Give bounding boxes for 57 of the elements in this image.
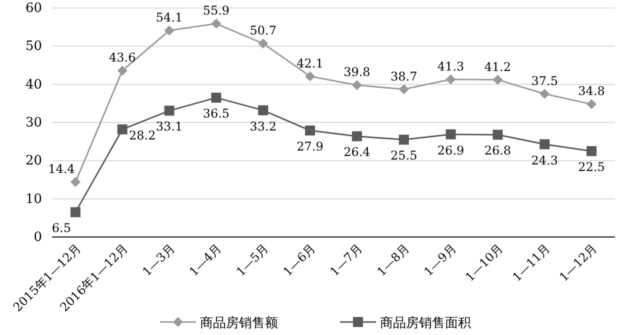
- point: [540, 139, 550, 150]
- data-label: 43.6: [109, 50, 136, 65]
- data-label: 50.7: [250, 23, 276, 38]
- point: [492, 130, 503, 140]
- data-label: 26.4: [344, 145, 371, 160]
- point: [117, 66, 128, 76]
- point: [352, 131, 362, 142]
- data-label: 54.1: [156, 10, 183, 25]
- data-label: 26.8: [484, 144, 512, 158]
- point: [258, 38, 268, 48]
- data-label: 41.3: [437, 59, 464, 74]
- legend-label: 商品房销售额: [200, 315, 278, 331]
- point: [446, 129, 456, 140]
- point: [586, 99, 597, 110]
- data-label: 34.8: [578, 84, 605, 98]
- data-label: 41.2: [484, 60, 512, 74]
- data-label: 36.5: [202, 106, 230, 121]
- data-label: 42.1: [296, 56, 324, 70]
- point: [305, 71, 316, 82]
- point: [305, 126, 316, 136]
- point: [70, 177, 80, 188]
- data-label: 28.2: [129, 128, 156, 142]
- y-tick-label: 30: [25, 116, 42, 130]
- point: [211, 18, 222, 29]
- y-tick-label: 40: [25, 77, 42, 92]
- point: [164, 26, 174, 36]
- data-label: 38.7: [390, 69, 418, 84]
- point: [352, 80, 362, 90]
- data-label: 55.9: [202, 4, 230, 18]
- point: [492, 74, 503, 85]
- data-label: 24.3: [531, 153, 558, 168]
- point: [164, 106, 174, 116]
- y-tick-label: 20: [25, 154, 42, 169]
- point: [258, 105, 268, 116]
- legend-label: 商品房销售面积: [380, 315, 471, 331]
- data-label: 27.9: [296, 140, 324, 154]
- point: [398, 84, 409, 94]
- y-tick-label: 0: [34, 230, 42, 245]
- data-label: 33.1: [156, 120, 183, 134]
- y-tick-label: 50: [25, 39, 42, 54]
- point: [540, 88, 550, 99]
- data-label: 37.5: [531, 74, 558, 88]
- data-label: 33.2: [250, 119, 276, 134]
- data-label: 22.5: [578, 160, 605, 174]
- data-label: 39.8: [344, 65, 370, 80]
- y-tick-label: 10: [25, 192, 42, 207]
- data-label: 25.5: [390, 148, 418, 163]
- point: [70, 207, 80, 218]
- point: [211, 92, 222, 103]
- data-label: 26.9: [437, 143, 464, 158]
- point: [586, 146, 597, 156]
- data-label: 14.4: [48, 162, 76, 176]
- point: [398, 134, 409, 145]
- y-tick-label: 60: [25, 1, 42, 16]
- point: [117, 124, 128, 134]
- point: [446, 74, 456, 84]
- data-label: 6.5: [52, 221, 72, 236]
